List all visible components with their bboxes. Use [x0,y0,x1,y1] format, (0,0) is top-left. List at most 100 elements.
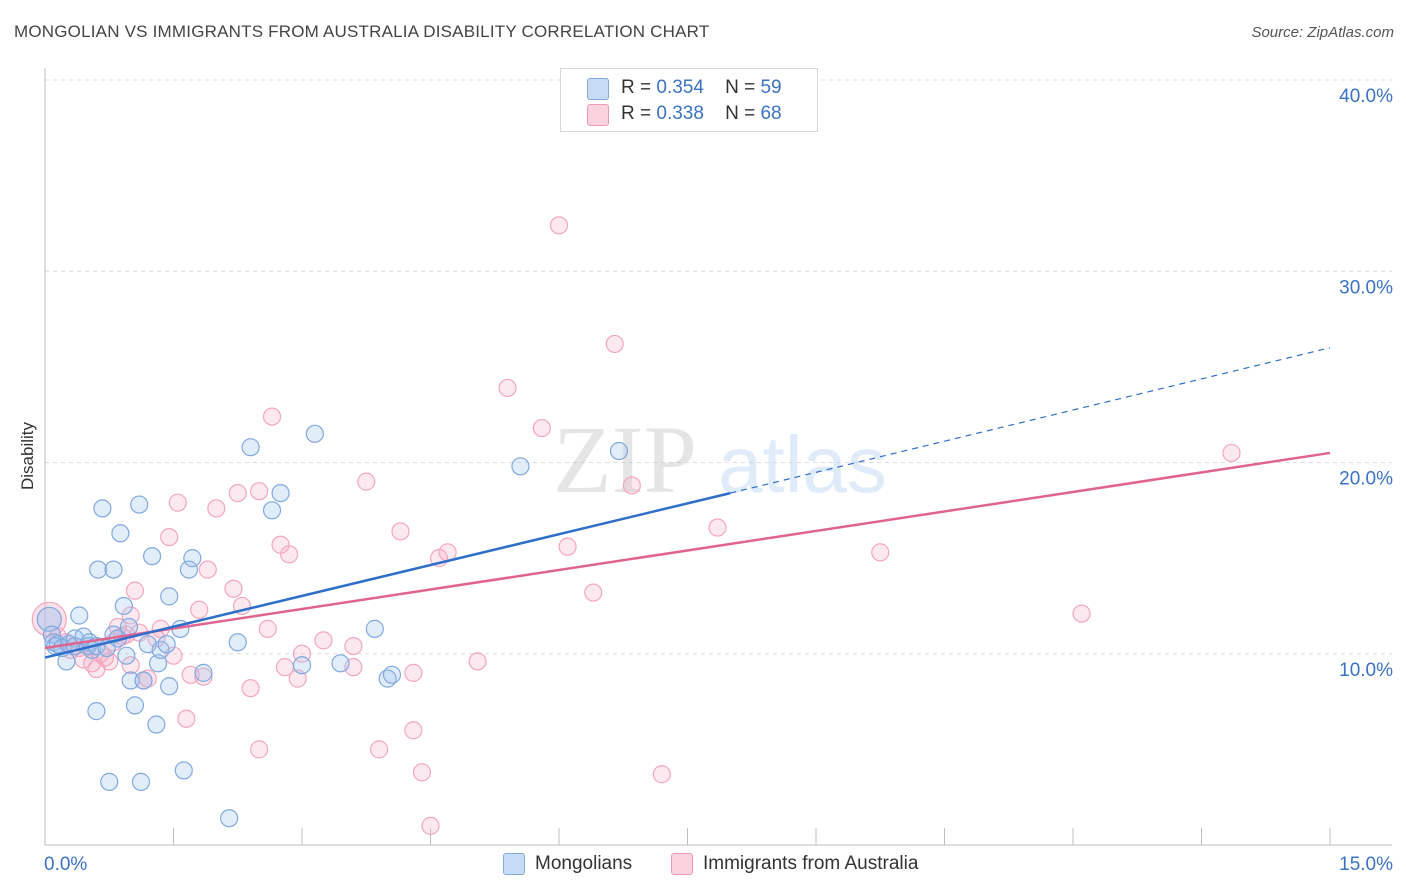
bottom-legend-label: Immigrants from Australia [703,853,919,874]
n-value-immigrants: 68 [760,103,782,124]
data-point-immigrants [558,537,577,556]
data-point-mongolians [42,625,61,644]
data-point-immigrants [871,543,890,562]
bottom-swatch-blue [503,853,525,875]
data-point-mongolians [262,501,282,520]
r-label: R = [621,103,652,124]
correlation-legend: R = 0.354 N = 59 R = 0.338 N = 68 [560,68,818,132]
data-point-mongolians [609,441,629,461]
data-point-mongolians [382,665,402,684]
r-value-immigrants: 0.338 [656,103,704,124]
n-label: N = [725,77,756,98]
x-tick-label: 15.0% [1339,854,1393,875]
data-point-mongolians [365,619,384,638]
grid-lines [45,79,1392,655]
data-point-immigrants [421,816,440,835]
data-point-immigrants [194,667,213,686]
axes [44,68,1392,846]
data-point-mongolians [142,547,162,566]
data-point-immigrants [280,545,299,564]
data-point-mongolians [125,696,145,715]
data-point-immigrants [121,606,140,625]
data-point-immigrants [314,631,333,650]
data-point-immigrants [262,407,282,426]
y-tick-label: 10.0% [1339,660,1393,681]
data-point-immigrants [250,740,269,759]
watermark-atlas: atlas [718,420,887,509]
data-point-mongolians [114,596,133,616]
trendline-mongolians-projection [730,347,1331,494]
data-point-mongolians [241,438,260,457]
data-point-immigrants [228,484,247,503]
tick-labels: 10.0% 20.0% 30.0% 40.0% 0.0% 15.0% [44,86,1393,875]
data-point-mongolians [174,761,193,780]
r-label: R = [621,77,652,98]
x-tick-label: 0.0% [44,854,87,875]
trendline-mongolians [44,491,731,659]
bottom-legend-label: Mongolians [535,853,633,874]
data-point-immigrants [241,679,260,698]
y-tick-label: 30.0% [1339,277,1393,298]
data-point-immigrants [288,669,307,688]
data-point-mongolians [148,654,168,673]
data-point-mongolians [93,499,112,518]
data-point-mongolians [130,495,149,514]
data-point-immigrants [584,583,603,602]
n-label: N = [725,103,756,124]
data-point-immigrants [412,763,432,782]
data-point-mongolians [87,702,106,721]
data-point-mongolians [134,671,153,690]
data-point-mongolians [183,549,202,568]
data-point-immigrants [532,418,551,438]
data-point-immigrants [1072,604,1091,623]
data-point-immigrants [357,472,376,491]
data-point-immigrants [404,663,423,682]
watermark-zip: ZIP [553,406,697,513]
data-point-immigrants [100,652,119,671]
data-point-immigrants [250,482,269,501]
n-value-mongolians: 59 [760,77,782,98]
data-point-immigrants [177,709,196,728]
chart-title: MONGOLIAN VS IMMIGRANTS FROM AUSTRALIA D… [14,22,710,41]
data-point-mongolians [89,560,108,579]
data-point-immigrants [207,499,226,518]
data-point-immigrants [370,740,389,759]
data-point-mongolians [100,772,119,791]
data-point-immigrants [605,334,624,354]
data-point-immigrants [344,636,363,656]
data-point-mongolians [271,484,290,503]
bottom-swatch-pink [671,853,693,875]
y-axis-label: Disability [18,421,37,490]
data-point-mongolians [36,606,62,632]
data-point-mongolians [119,617,139,637]
data-point-mongolians [160,677,179,696]
data-point-immigrants [258,619,277,638]
data-point-mongolians [292,656,312,675]
trend-lines [44,347,1331,659]
source-credit: Source: ZipAtlas.com [1251,24,1394,41]
series-immigrants-points [31,216,1241,835]
data-point-mongolians [157,635,176,654]
data-point-mongolians [70,606,89,625]
data-point-immigrants [391,522,410,541]
data-point-immigrants [652,765,671,784]
data-point-mongolians [228,633,247,652]
data-point-mongolians [194,663,213,682]
data-point-mongolians [331,654,350,673]
data-point-immigrants [121,656,140,675]
data-point-immigrants [708,518,727,537]
data-point-immigrants [622,476,641,495]
data-point-immigrants [1222,443,1241,463]
data-point-mongolians [121,671,140,690]
data-point-mongolians [305,424,324,443]
data-point-mongolians [131,772,151,791]
data-point-mongolians [57,652,76,671]
data-point-mongolians [179,560,199,579]
data-point-immigrants [404,721,423,740]
data-point-immigrants [549,216,569,235]
r-value-mongolians: 0.354 [656,77,704,98]
data-point-immigrants [160,527,179,547]
legend-swatch-blue [587,78,609,100]
data-point-immigrants [168,493,187,512]
